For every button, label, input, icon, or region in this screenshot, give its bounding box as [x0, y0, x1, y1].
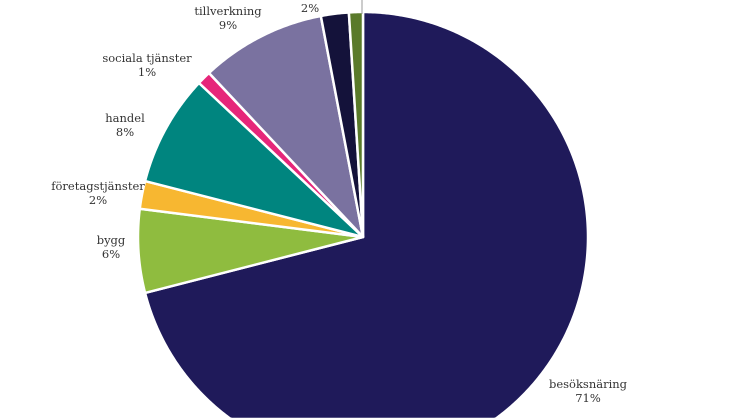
slice-value-label: 8% [116, 125, 134, 139]
pie-slice-1 [136, 207, 365, 295]
pie-slice-5 [207, 14, 365, 239]
slice-name-label: bygg [97, 233, 126, 247]
slice-name-label: sociala tjänster [102, 51, 192, 65]
slice-value-label: 1% [138, 65, 156, 79]
pie-slice-0 [143, 10, 590, 419]
pie-slice-6 [319, 11, 365, 239]
slice-name-label: företagstjänster [51, 179, 145, 193]
slice-value-label: 9% [219, 18, 237, 32]
slice-value-label: 71% [575, 391, 601, 405]
slice-value-label: 2% [89, 193, 107, 207]
slice-name-label: handel [105, 111, 145, 125]
slice-value-label: 2% [301, 1, 319, 15]
slice-name-label: besöksnäring [549, 377, 628, 391]
pie-slice-3 [143, 81, 365, 239]
slice-value-label: 6% [102, 247, 120, 261]
slice-name-label: tillverkning [194, 4, 262, 18]
